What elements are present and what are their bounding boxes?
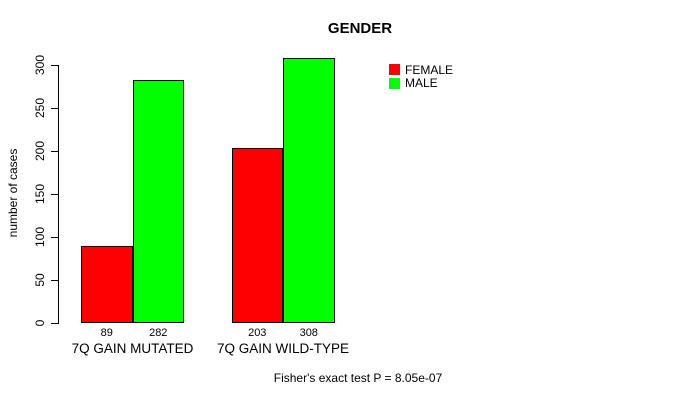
- legend-swatch-male: [389, 77, 400, 89]
- y-tick: [51, 322, 59, 324]
- legend-label: MALE: [405, 76, 438, 91]
- legend-label: FEMALE: [405, 62, 454, 77]
- y-tick-label: 250: [33, 97, 47, 119]
- y-tick-label: 150: [33, 183, 47, 205]
- y-tick: [51, 64, 59, 66]
- y-tick: [51, 193, 59, 195]
- legend-item-female: FEMALE: [389, 63, 453, 77]
- y-axis-title: number of cases: [6, 148, 20, 238]
- y-tick-label: 300: [33, 54, 47, 76]
- category-label: 7Q GAIN WILD-TYPE: [216, 341, 350, 356]
- statistical-test-annotation: Fisher's exact test P = 8.05e-07: [273, 371, 443, 385]
- legend-item-male: MALE: [389, 76, 453, 91]
- y-tick: [51, 150, 59, 152]
- legend-swatch-female: [389, 64, 400, 76]
- chart-title: GENDER: [327, 20, 393, 37]
- bar-value-label: 89: [100, 327, 113, 339]
- y-tick: [51, 107, 59, 109]
- y-tick-label: 0: [33, 319, 47, 327]
- y-tick-label: 50: [33, 273, 47, 287]
- y-axis-line: [58, 65, 59, 324]
- y-tick: [51, 236, 59, 238]
- bar-male-group1: [132, 80, 184, 323]
- bar-value-label: 308: [299, 327, 318, 339]
- y-tick-label: 200: [33, 140, 47, 162]
- bar-value-label: 203: [248, 327, 267, 339]
- bar-male-group2: [283, 58, 335, 323]
- bar-value-label: 282: [149, 327, 168, 339]
- category-label: 7Q GAIN MUTATED: [71, 341, 194, 356]
- legend: FEMALE MALE: [389, 63, 453, 90]
- y-tick-label: 100: [33, 226, 47, 248]
- bar-female-group1: [81, 246, 133, 323]
- y-tick: [51, 279, 59, 281]
- bar-female-group2: [231, 148, 283, 323]
